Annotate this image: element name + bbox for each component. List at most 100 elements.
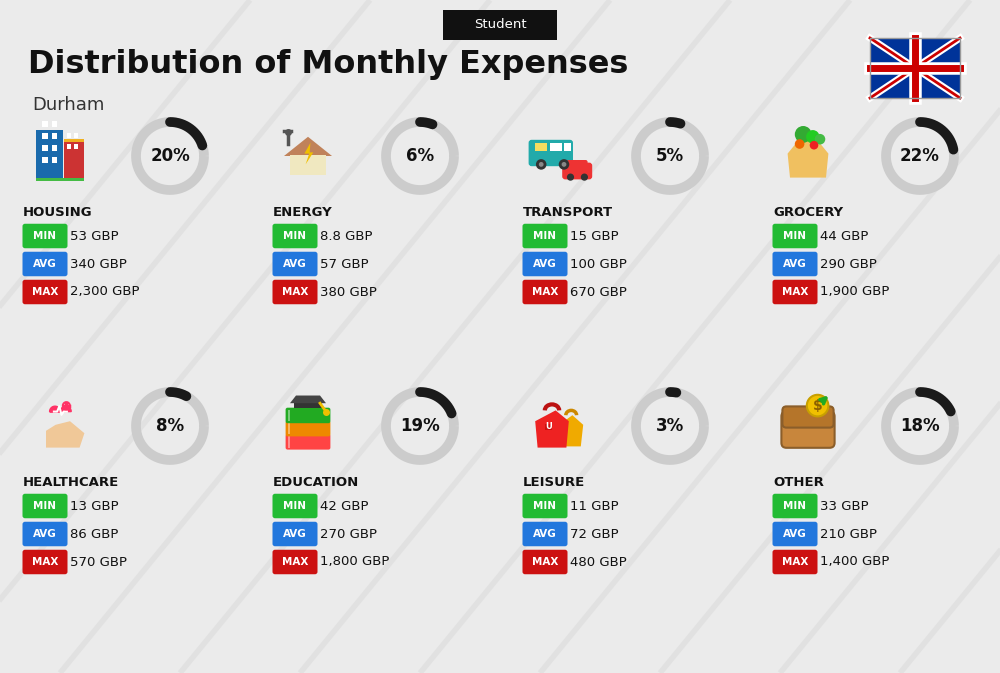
Text: 33 GBP: 33 GBP <box>820 499 869 513</box>
Text: 15 GBP: 15 GBP <box>570 229 619 242</box>
Circle shape <box>581 174 588 181</box>
Text: 1,400 GBP: 1,400 GBP <box>820 555 889 569</box>
Text: $: $ <box>813 398 822 413</box>
Text: OTHER: OTHER <box>773 476 824 489</box>
Bar <box>74 143 78 149</box>
Bar <box>870 38 960 98</box>
Text: 20%: 20% <box>150 147 190 165</box>
Bar <box>67 133 71 138</box>
Text: MIN: MIN <box>284 501 306 511</box>
Text: 22%: 22% <box>900 147 940 165</box>
Bar <box>870 38 960 98</box>
FancyBboxPatch shape <box>772 252 817 276</box>
Text: 1,800 GBP: 1,800 GBP <box>320 555 389 569</box>
Text: 53 GBP: 53 GBP <box>70 229 119 242</box>
Bar <box>545 423 552 429</box>
Bar <box>294 403 322 409</box>
FancyBboxPatch shape <box>772 550 817 574</box>
Text: 86 GBP: 86 GBP <box>70 528 118 540</box>
Text: MIN: MIN <box>534 501 556 511</box>
Text: AVG: AVG <box>533 259 557 269</box>
FancyBboxPatch shape <box>529 140 573 166</box>
Text: AVG: AVG <box>283 259 307 269</box>
FancyBboxPatch shape <box>22 522 68 546</box>
Text: 8.8 GBP: 8.8 GBP <box>320 229 372 242</box>
Text: MAX: MAX <box>282 287 308 297</box>
Bar <box>67 143 71 149</box>
Text: 2,300 GBP: 2,300 GBP <box>70 285 140 299</box>
Text: 19%: 19% <box>400 417 440 435</box>
Text: 42 GBP: 42 GBP <box>320 499 368 513</box>
Text: 570 GBP: 570 GBP <box>70 555 127 569</box>
Text: 11 GBP: 11 GBP <box>570 499 619 513</box>
FancyBboxPatch shape <box>272 280 318 304</box>
Text: Distribution of Monthly Expenses: Distribution of Monthly Expenses <box>28 50 628 81</box>
Text: 18%: 18% <box>900 417 940 435</box>
Bar <box>288 423 290 434</box>
Circle shape <box>559 159 569 170</box>
FancyBboxPatch shape <box>22 252 68 276</box>
Text: MAX: MAX <box>282 557 308 567</box>
FancyBboxPatch shape <box>772 522 817 546</box>
Bar <box>64 141 84 180</box>
FancyBboxPatch shape <box>22 550 68 574</box>
FancyBboxPatch shape <box>522 550 568 574</box>
FancyBboxPatch shape <box>782 406 834 427</box>
FancyBboxPatch shape <box>442 10 557 40</box>
Text: AVG: AVG <box>783 529 807 539</box>
FancyBboxPatch shape <box>562 163 592 180</box>
Text: TRANSPORT: TRANSPORT <box>523 205 613 219</box>
Text: MIN: MIN <box>284 231 306 241</box>
Polygon shape <box>788 141 828 178</box>
Bar <box>564 143 571 151</box>
Text: Durham: Durham <box>32 96 104 114</box>
Text: 290 GBP: 290 GBP <box>820 258 877 271</box>
Circle shape <box>562 162 566 167</box>
Text: U: U <box>545 422 552 431</box>
Bar <box>52 145 57 151</box>
Text: MIN: MIN <box>534 231 556 241</box>
Text: MAX: MAX <box>532 287 558 297</box>
Polygon shape <box>290 396 326 403</box>
Circle shape <box>567 174 574 181</box>
Bar <box>42 121 48 127</box>
Text: 5%: 5% <box>656 147 684 165</box>
FancyBboxPatch shape <box>522 280 568 304</box>
FancyBboxPatch shape <box>522 494 568 518</box>
Text: AVG: AVG <box>783 259 807 269</box>
Text: 3%: 3% <box>656 417 684 435</box>
Polygon shape <box>284 137 332 156</box>
Bar <box>290 155 326 175</box>
Text: EDUCATION: EDUCATION <box>273 476 359 489</box>
FancyBboxPatch shape <box>286 434 330 450</box>
Circle shape <box>807 395 828 417</box>
Text: AVG: AVG <box>33 529 57 539</box>
Text: MAX: MAX <box>782 557 808 567</box>
FancyBboxPatch shape <box>22 280 68 304</box>
Bar <box>52 121 57 127</box>
Text: MIN: MIN <box>33 501 56 511</box>
Text: ENERGY: ENERGY <box>273 205 333 219</box>
Bar <box>42 133 48 139</box>
FancyBboxPatch shape <box>772 280 817 304</box>
Circle shape <box>63 402 70 409</box>
FancyBboxPatch shape <box>272 252 318 276</box>
FancyBboxPatch shape <box>567 160 588 171</box>
Text: AVG: AVG <box>33 259 57 269</box>
FancyBboxPatch shape <box>22 223 68 248</box>
Bar <box>42 145 48 151</box>
FancyBboxPatch shape <box>272 550 318 574</box>
Text: 340 GBP: 340 GBP <box>70 258 127 271</box>
FancyBboxPatch shape <box>781 411 835 448</box>
Bar <box>42 157 48 163</box>
Text: 6%: 6% <box>406 147 434 165</box>
Bar <box>288 410 290 421</box>
Polygon shape <box>559 415 583 446</box>
Text: MIN: MIN <box>33 231 56 241</box>
Circle shape <box>536 159 546 170</box>
Text: 480 GBP: 480 GBP <box>570 555 627 569</box>
Text: MIN: MIN <box>784 501 806 511</box>
Polygon shape <box>46 421 84 448</box>
FancyBboxPatch shape <box>772 494 817 518</box>
Text: MAX: MAX <box>532 557 558 567</box>
